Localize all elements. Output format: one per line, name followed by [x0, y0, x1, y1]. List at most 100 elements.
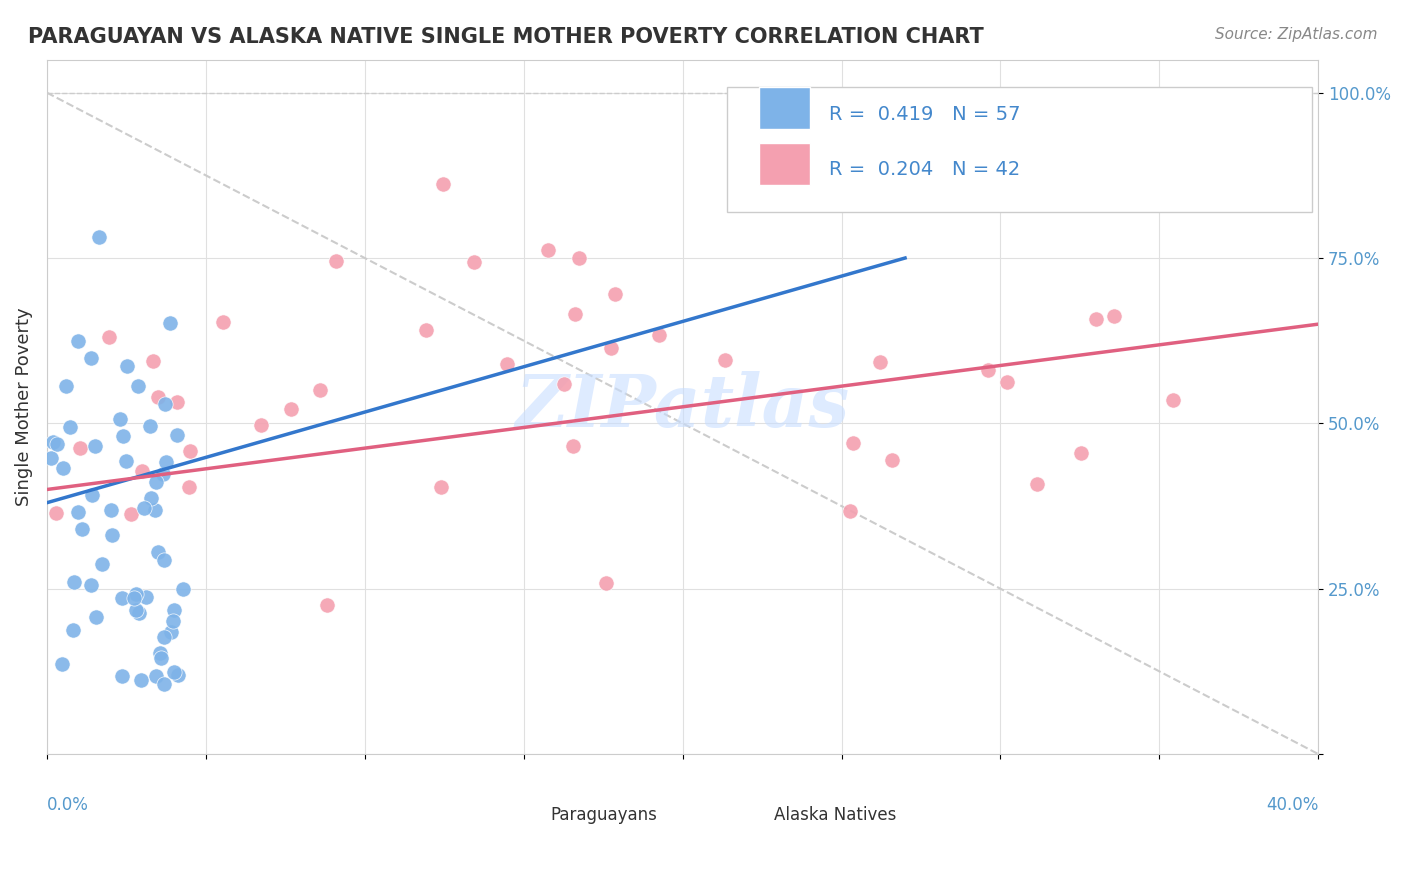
- Point: [51, 657, 73, 672]
- Point: [59, 419, 82, 434]
- Point: [562, 439, 585, 453]
- Point: [880, 453, 903, 467]
- Point: [45, 437, 67, 451]
- Point: [143, 503, 166, 517]
- Point: [125, 603, 148, 617]
- Point: [714, 352, 737, 367]
- Point: [316, 598, 339, 612]
- Point: [250, 417, 273, 432]
- Point: [149, 646, 172, 660]
- Point: [146, 391, 169, 405]
- FancyBboxPatch shape: [759, 143, 810, 185]
- Point: [100, 503, 122, 517]
- Point: [163, 665, 186, 679]
- Point: [69, 441, 91, 455]
- Point: [179, 444, 201, 458]
- Y-axis label: Single Mother Poverty: Single Mother Poverty: [15, 308, 32, 506]
- Point: [162, 614, 184, 628]
- Point: [172, 582, 194, 597]
- Point: [45, 506, 67, 520]
- Point: [62, 574, 84, 589]
- Point: [152, 467, 174, 481]
- Point: [1104, 310, 1126, 324]
- Point: [166, 428, 188, 442]
- Point: [537, 243, 560, 257]
- Point: [1085, 312, 1108, 326]
- Point: [131, 464, 153, 478]
- Point: [153, 397, 176, 411]
- Point: [55, 379, 77, 393]
- FancyBboxPatch shape: [505, 799, 540, 830]
- Point: [553, 376, 575, 391]
- Point: [308, 383, 330, 397]
- Point: [177, 480, 200, 494]
- Point: [66, 505, 89, 519]
- Point: [84, 609, 107, 624]
- Point: [39, 450, 62, 465]
- Point: [66, 334, 89, 348]
- Point: [146, 545, 169, 559]
- Point: [995, 375, 1018, 389]
- Point: [115, 454, 138, 468]
- Point: [603, 287, 626, 301]
- Text: 40.0%: 40.0%: [1265, 796, 1319, 814]
- Point: [42, 435, 65, 450]
- Point: [62, 623, 84, 637]
- Point: [111, 669, 134, 683]
- Point: [842, 435, 865, 450]
- Text: ZIPatlas: ZIPatlas: [516, 371, 849, 442]
- Point: [463, 254, 485, 268]
- Text: R =  0.419   N = 57: R = 0.419 N = 57: [828, 104, 1021, 124]
- Point: [1070, 446, 1092, 460]
- Point: [152, 553, 174, 567]
- Point: [153, 630, 176, 644]
- Point: [91, 557, 114, 571]
- Point: [166, 394, 188, 409]
- Point: [111, 591, 134, 606]
- Point: [111, 429, 134, 443]
- Point: [149, 651, 172, 665]
- Point: [52, 461, 75, 475]
- Point: [115, 359, 138, 373]
- Point: [415, 322, 437, 336]
- FancyBboxPatch shape: [727, 799, 762, 830]
- Point: [869, 354, 891, 368]
- Point: [128, 606, 150, 620]
- Point: [101, 528, 124, 542]
- Point: [595, 575, 617, 590]
- Point: [212, 315, 235, 329]
- Point: [127, 379, 149, 393]
- Point: [129, 673, 152, 688]
- Point: [134, 500, 156, 515]
- Point: [159, 316, 181, 330]
- Point: [141, 354, 163, 368]
- Point: [153, 677, 176, 691]
- Point: [70, 522, 93, 536]
- Point: [135, 590, 157, 604]
- Point: [125, 587, 148, 601]
- Point: [600, 341, 623, 355]
- Point: [1026, 477, 1049, 491]
- Point: [495, 357, 517, 371]
- Point: [83, 439, 105, 453]
- Point: [120, 508, 142, 522]
- Point: [977, 363, 1000, 377]
- Point: [98, 330, 121, 344]
- Point: [839, 504, 862, 518]
- Point: [122, 591, 145, 605]
- Point: [1161, 393, 1184, 408]
- Point: [432, 178, 454, 192]
- Point: [647, 327, 669, 342]
- Text: Source: ZipAtlas.com: Source: ZipAtlas.com: [1215, 27, 1378, 42]
- Point: [167, 668, 190, 682]
- FancyBboxPatch shape: [727, 87, 1312, 212]
- Point: [145, 669, 167, 683]
- FancyBboxPatch shape: [759, 87, 810, 129]
- Point: [325, 254, 347, 268]
- Point: [564, 307, 586, 321]
- Point: [429, 480, 451, 494]
- Point: [155, 455, 177, 469]
- Point: [139, 491, 162, 506]
- Point: [139, 419, 162, 434]
- Text: R =  0.204   N = 42: R = 0.204 N = 42: [828, 161, 1019, 179]
